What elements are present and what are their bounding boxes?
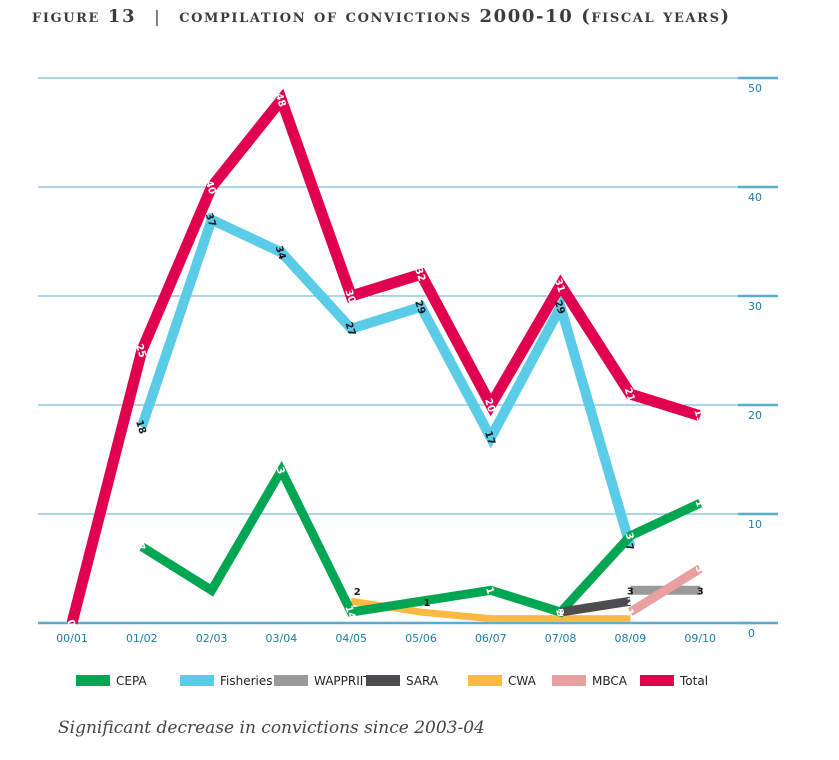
legend-swatch-cwa bbox=[468, 675, 502, 686]
data-label-cepa-06-07: 1 bbox=[483, 586, 496, 596]
data-label-fisheries-act-08-09: 7 bbox=[623, 542, 636, 552]
y-tick-label-20: 20 bbox=[748, 409, 762, 422]
x-tick-label-06-07: 06/07 bbox=[475, 632, 507, 645]
data-label-total-07-08: 31 bbox=[552, 277, 567, 294]
x-tick-label-04-05: 04/05 bbox=[335, 632, 367, 645]
data-label-total-09-10: 19 bbox=[691, 408, 706, 425]
chart-title: compilation of convictions 2000-10 (fisc… bbox=[179, 6, 731, 27]
data-label-fisheries-act-06-07: 17 bbox=[482, 430, 497, 447]
data-label-cepa-03-04: 3 bbox=[274, 466, 287, 476]
header-separator: | bbox=[154, 7, 162, 26]
legend-label-total: Total bbox=[679, 674, 708, 688]
series-mbca-line bbox=[628, 564, 703, 616]
data-label-fisheries-act-07-08: 29 bbox=[552, 299, 567, 316]
x-tick-label-03-04: 03/04 bbox=[266, 632, 298, 645]
y-tick-label-40: 40 bbox=[748, 191, 762, 204]
data-label-wappriita-08-09: 3 bbox=[627, 586, 634, 597]
x-tick-label-02-03: 02/03 bbox=[196, 632, 228, 645]
data-label-wappriita-09-10: 3 bbox=[697, 586, 704, 597]
x-tick-label-07-08: 07/08 bbox=[545, 632, 577, 645]
data-label-fisheries-act-03-04: 34 bbox=[273, 245, 288, 262]
y-tick-label-10: 10 bbox=[748, 518, 762, 531]
x-tick-label-09-10: 09/10 bbox=[684, 632, 716, 645]
data-label-sara-08-09: 2 bbox=[627, 597, 634, 608]
x-tick-label-08-09: 08/09 bbox=[615, 632, 647, 645]
legend-swatch-fisheries-act bbox=[180, 675, 214, 686]
data-label-cwa-04-05: 2 bbox=[354, 587, 361, 598]
legend-label-mbca: MBCA bbox=[592, 674, 628, 688]
series-cepa-line bbox=[139, 460, 703, 618]
legend-label-cepa: CEPA bbox=[116, 674, 147, 688]
x-tick-label-00-01: 00/01 bbox=[56, 632, 88, 645]
data-label-mbca-09-10: 5 bbox=[692, 564, 705, 574]
data-label-cepa-08-09: 3 bbox=[623, 531, 636, 541]
data-label-fisheries-act-01-02: 18 bbox=[133, 419, 148, 436]
series-sara-line bbox=[559, 596, 632, 617]
legend-swatch-wappriita bbox=[274, 675, 308, 686]
legend-label-wappriita: WAPPRIITA bbox=[314, 674, 379, 688]
figure-number: figure 13 bbox=[32, 6, 137, 27]
y-tick-label-0: 0 bbox=[748, 627, 755, 640]
data-label-total-05-06: 32 bbox=[412, 266, 427, 283]
data-label-total-08-09: 21 bbox=[622, 386, 637, 403]
data-label-total-02-03: 40 bbox=[203, 179, 218, 196]
y-tick-label-50: 50 bbox=[748, 82, 762, 95]
legend-swatch-cepa bbox=[76, 675, 110, 686]
data-label-total-00-01: 0 bbox=[64, 618, 77, 628]
chart-caption: Significant decrease in convictions sinc… bbox=[58, 718, 485, 738]
data-label-total-06-07: 20 bbox=[482, 397, 497, 414]
legend-swatch-mbca bbox=[552, 675, 586, 686]
legend-swatch-sara bbox=[366, 675, 400, 686]
data-label-total-03-04: 48 bbox=[273, 92, 288, 109]
legend-label-cwa: CWA bbox=[508, 674, 537, 688]
data-label-fisheries-act-05-06: 29 bbox=[412, 299, 427, 316]
x-tick-label-05-06: 05/06 bbox=[405, 632, 437, 645]
data-label-fisheries-act-02-03: 37 bbox=[203, 212, 218, 229]
data-label-cepa-01-02: 7 bbox=[134, 542, 147, 552]
data-label-cepa-07-08: 2 bbox=[553, 608, 566, 618]
data-label-fisheries-act-04-05: 27 bbox=[342, 321, 357, 338]
data-label-mbca-08-09: 1 bbox=[623, 608, 636, 618]
series-fisheries-act-line bbox=[137, 212, 636, 549]
y-tick-label-30: 30 bbox=[748, 300, 762, 313]
data-label-total-01-02: 25 bbox=[133, 343, 148, 360]
data-label-cepa-09-10: 1 bbox=[692, 499, 705, 509]
data-label-cwa-05-06: 1 bbox=[424, 598, 431, 609]
series-total-line bbox=[66, 88, 702, 625]
legend-label-sara: SARA bbox=[406, 674, 439, 688]
data-label-sara-07-08: 1 bbox=[557, 608, 564, 619]
data-label-cepa-04-05: 14 bbox=[342, 604, 357, 621]
data-label-total-04-05: 30 bbox=[342, 288, 357, 305]
legend-swatch-total bbox=[640, 675, 674, 686]
x-tick-label-01-02: 01/02 bbox=[126, 632, 158, 645]
figure-header: figure 13 | compilation of convictions 200… bbox=[32, 6, 731, 27]
